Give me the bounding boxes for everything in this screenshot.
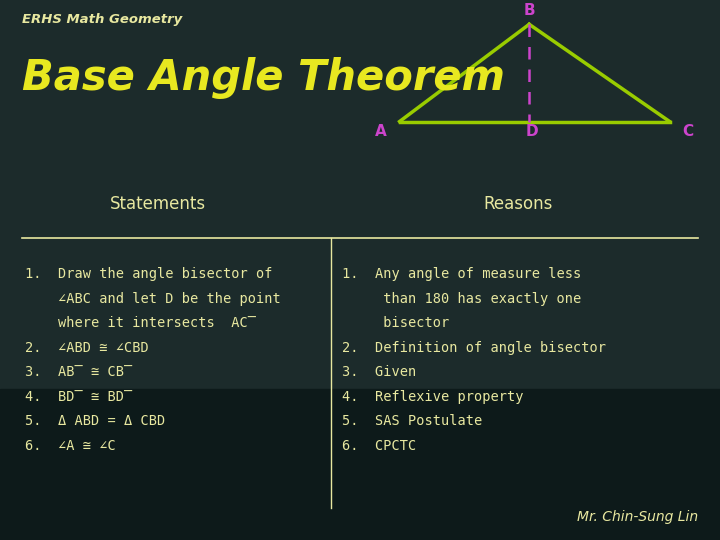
Text: 5.  Δ ABD = Δ CBD: 5. Δ ABD = Δ CBD (25, 414, 166, 428)
Text: A: A (375, 124, 387, 139)
Text: 5.  SAS Postulate: 5. SAS Postulate (342, 414, 482, 428)
Text: where it intersects  AC̅: where it intersects AC̅ (25, 316, 256, 330)
Text: ERHS Math Geometry: ERHS Math Geometry (22, 14, 182, 26)
Text: 6.  CPCTC: 6. CPCTC (342, 439, 416, 453)
Text: 1.  Any angle of measure less: 1. Any angle of measure less (342, 267, 581, 281)
Text: Reasons: Reasons (484, 195, 553, 213)
Text: 4.  BD̅ ≅ BD̅: 4. BD̅ ≅ BD̅ (25, 390, 132, 404)
Text: 2.  Definition of angle bisector: 2. Definition of angle bisector (342, 341, 606, 355)
Text: Statements: Statements (110, 195, 207, 213)
Text: Base Angle Theorem: Base Angle Theorem (22, 57, 505, 99)
Bar (0, 389, 720, 540)
Text: ∠ABC and let D be the point: ∠ABC and let D be the point (25, 292, 281, 306)
Text: Mr. Chin-Sung Lin: Mr. Chin-Sung Lin (577, 510, 698, 524)
Text: 4.  Reflexive property: 4. Reflexive property (342, 390, 523, 404)
Text: D: D (526, 124, 539, 139)
Text: than 180 has exactly one: than 180 has exactly one (342, 292, 581, 306)
Text: 6.  ∠A ≅ ∠C: 6. ∠A ≅ ∠C (25, 439, 116, 453)
Text: C: C (683, 124, 693, 139)
Text: 1.  Draw the angle bisector of: 1. Draw the angle bisector of (25, 267, 273, 281)
Text: 2.  ∠ABD ≅ ∠CBD: 2. ∠ABD ≅ ∠CBD (25, 341, 149, 355)
Text: 3.  AB̅ ≅ CB̅: 3. AB̅ ≅ CB̅ (25, 365, 132, 379)
Text: bisector: bisector (342, 316, 449, 330)
Text: 3.  Given: 3. Given (342, 365, 416, 379)
Text: B: B (523, 3, 535, 18)
